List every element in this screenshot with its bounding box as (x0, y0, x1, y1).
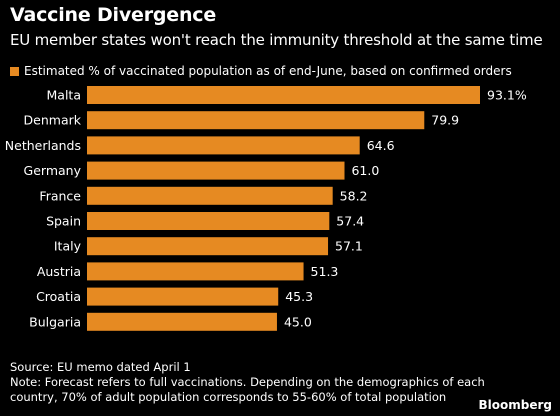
value-label: 51.3 (311, 264, 339, 279)
legend: Estimated % of vaccinated population as … (10, 64, 512, 78)
category-label: Austria (37, 264, 81, 279)
value-label: 79.9 (431, 113, 459, 128)
value-label: 64.6 (367, 138, 395, 153)
category-label: Malta (47, 88, 81, 103)
chart-title: Vaccine Divergence (10, 4, 217, 26)
category-label: Italy (54, 239, 82, 254)
value-label: 57.4 (336, 214, 364, 229)
value-label: 61.0 (351, 163, 379, 178)
bar (87, 262, 304, 281)
bar (87, 111, 425, 130)
value-label: 93.1% (487, 88, 527, 103)
category-label: Croatia (36, 289, 81, 304)
chart-subtitle: EU member states won't reach the immunit… (10, 31, 543, 49)
bar (87, 186, 333, 205)
category-label: Spain (46, 214, 81, 229)
category-label: Denmark (24, 113, 82, 128)
value-label: 45.3 (285, 289, 313, 304)
bar-chart: Malta 93.1% Denmark 79.9 Netherlands 64.6 Germ… (5, 86, 527, 331)
value-label: 45.0 (284, 314, 312, 329)
category-label: Germany (24, 163, 82, 178)
legend-swatch (10, 66, 19, 76)
category-label: Bulgaria (29, 314, 81, 329)
category-label: France (39, 188, 81, 203)
bloomberg-logo: Bloomberg (478, 398, 553, 412)
value-label: 57.1 (335, 239, 363, 254)
bar (87, 86, 480, 104)
bar (87, 161, 345, 180)
bar (87, 136, 360, 155)
bar (87, 237, 329, 256)
value-label: 58.2 (340, 188, 368, 203)
footnote: Note: Forecast refers to full vaccinatio… (10, 375, 485, 404)
legend-label: Estimated % of vaccinated population as … (24, 64, 512, 78)
category-label: Netherlands (5, 138, 81, 153)
source-note: Source: EU memo dated April 1 (10, 360, 191, 374)
bar (87, 212, 330, 230)
bar (87, 312, 277, 331)
bar (87, 287, 279, 306)
